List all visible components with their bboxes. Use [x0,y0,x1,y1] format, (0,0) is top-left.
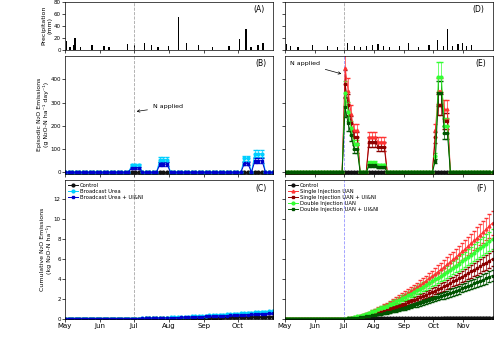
Bar [290,46,292,50]
Legend: Control, Broadcast Urea, Broadcast Urea + UI&NI: Control, Broadcast Urea, Broadcast Urea … [68,182,144,200]
Text: (E): (E) [476,59,486,69]
Bar [262,43,264,50]
Bar [408,43,409,50]
Bar [443,46,444,50]
Text: N applied: N applied [138,104,183,112]
Bar [337,48,338,50]
Bar [437,40,438,50]
Bar [360,48,361,50]
Bar [462,43,463,50]
Bar [238,39,240,50]
Bar [452,46,453,50]
Bar [134,45,135,50]
Bar [257,45,258,50]
Legend: Control, Single Injection UAN, Single Injection UAN + UI&NI, Double Injection UA: Control, Single Injection UAN, Single In… [288,182,379,213]
Bar [70,47,71,50]
Bar [198,45,200,50]
Bar [127,44,128,50]
Text: (D): (D) [472,5,484,14]
Bar [178,17,179,50]
Bar [168,46,169,50]
Bar [312,45,313,50]
Bar [286,44,287,50]
Bar [150,45,152,50]
Bar [228,46,230,50]
Bar [212,48,213,50]
Bar [186,43,188,50]
Bar [250,48,252,50]
Y-axis label: Cumulative N₂O Emissions
(kg N₂O-N ha⁻¹): Cumulative N₂O Emissions (kg N₂O-N ha⁻¹) [40,207,52,291]
Bar [372,45,373,50]
Text: (A): (A) [253,5,264,14]
Bar [144,43,145,50]
Bar [108,48,110,50]
Bar [418,48,420,50]
Bar [470,45,472,50]
Text: (C): (C) [255,184,266,193]
Bar [66,41,68,50]
Bar [326,46,328,50]
Bar [73,45,74,50]
Bar [428,45,430,50]
Bar [80,47,81,50]
Text: (B): (B) [255,59,266,69]
Bar [366,46,367,50]
Bar [347,43,348,50]
Y-axis label: Episodic N₂O Emissions
(g N₂O-N ha⁻¹ day⁻¹): Episodic N₂O Emissions (g N₂O-N ha⁻¹ day… [37,78,49,151]
Bar [74,38,76,50]
Text: N applied: N applied [290,61,341,74]
Bar [103,46,104,50]
Text: (F): (F) [476,184,486,193]
Bar [389,47,390,50]
Y-axis label: Precipitation
(mm): Precipitation (mm) [42,6,52,45]
Bar [354,46,356,50]
Bar [466,46,468,50]
